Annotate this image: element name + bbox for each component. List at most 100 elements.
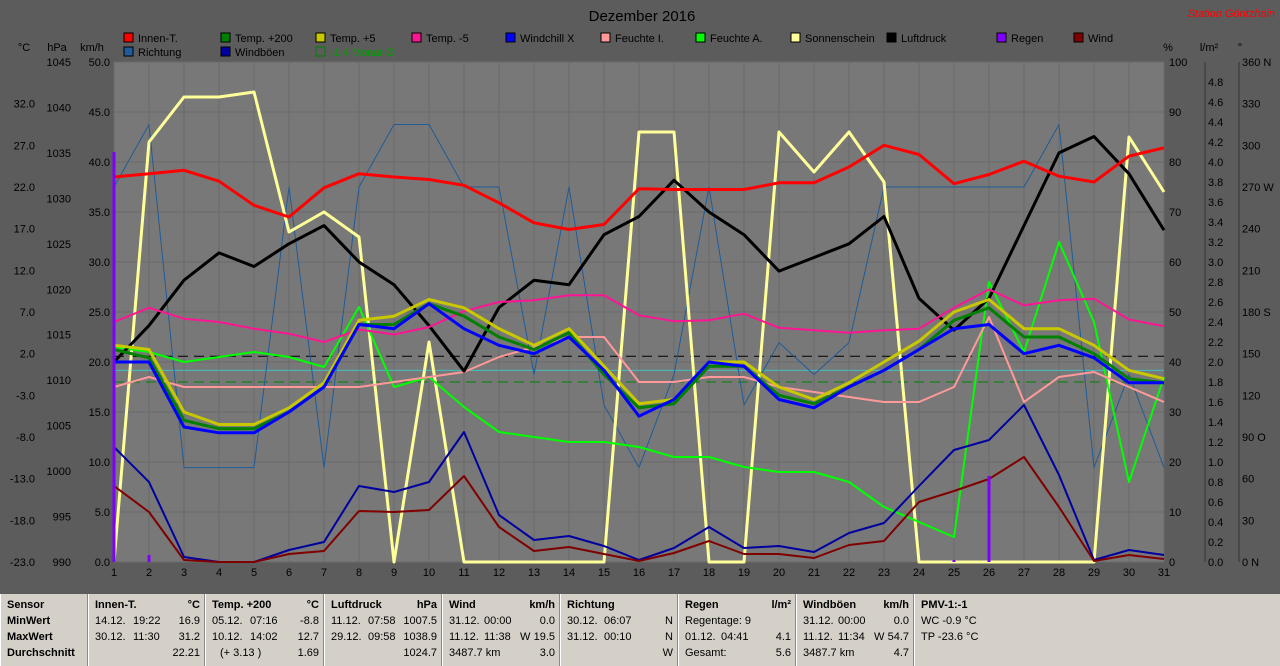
pct-tick-label: 10	[1169, 507, 1181, 519]
day-tick-label: 4	[216, 567, 222, 579]
day-tick-label: 9	[391, 567, 397, 579]
regen-title: Regen	[685, 599, 719, 611]
statistics-panel: Sensor MinWert MaxWert Durchschnitt Inne…	[0, 594, 1280, 666]
legend-label: Innen-T.	[138, 33, 178, 45]
dir-tick-label: 240	[1242, 224, 1260, 236]
regen-total-value: 5.6	[775, 647, 791, 659]
rain-bar	[987, 476, 991, 562]
boeen-min-dir	[874, 613, 886, 629]
series-feuchte-a	[113, 241, 1165, 538]
rain-tick-label: 0.8	[1208, 477, 1223, 489]
pct-axis-unit: %	[1163, 42, 1173, 54]
legend-label: -1.4 Monat-Ø	[330, 47, 395, 59]
stats-boeen: Windböen km/h 31.12. 00:00 0.0 11.12. 11:34 W…	[796, 594, 914, 666]
rain-tick-label: 2.4	[1208, 317, 1223, 329]
temp-tick-label: 7.0	[20, 307, 35, 319]
druck-min-time: 07:58	[368, 615, 396, 627]
richtung-max-value: N	[665, 631, 673, 643]
kmh-tick-label: 30.0	[89, 257, 110, 269]
druck-min-value: 1007.5	[403, 615, 437, 627]
legend-swatch	[600, 32, 611, 43]
day-tick-label: 29	[1088, 567, 1100, 579]
legend-swatch	[411, 32, 422, 43]
rain-tick-label: 1.6	[1208, 397, 1223, 409]
wind-avg-extra: 3487.7 km	[449, 647, 501, 659]
legend-label: Temp. +200	[235, 33, 293, 45]
dir-tick-label: 90 O	[1242, 432, 1266, 444]
kmh-tick-label: 10.0	[89, 457, 110, 469]
wind-max-date: 11.12.	[449, 631, 479, 643]
stats-pmv: PMV-1:-1 WC -0.9 °C TP -23.6 °C	[914, 594, 1280, 666]
innen-max-value: 31.2	[178, 631, 200, 643]
dir-tick-label: 210	[1242, 265, 1260, 277]
regen-max-date: 01.12.	[685, 631, 716, 643]
pct-tick-label: 60	[1169, 257, 1181, 269]
dir-tick-label: 330	[1242, 99, 1260, 111]
boeen-title: Windböen	[803, 599, 857, 611]
wind-unit: km/h	[529, 599, 555, 611]
temp-min-time: 07:16	[250, 615, 278, 627]
innen-min-time: 19:22	[133, 615, 161, 627]
temp-tick-label: -8.0	[16, 432, 35, 444]
day-tick-label: 14	[563, 567, 575, 579]
hpa-axis-unit: hPa	[47, 42, 67, 54]
temp-tick-label: -3.0	[16, 390, 35, 402]
kmh-axis-unit: km/h	[80, 42, 104, 54]
wind-min-time: 00:00	[484, 615, 512, 627]
boeen-max-time: 11:34	[838, 631, 865, 643]
rain-tick-label: 4.6	[1208, 97, 1223, 109]
rain-tick-label: 4.0	[1208, 157, 1223, 169]
day-tick-label: 27	[1018, 567, 1030, 579]
dir-tick-label: 30	[1242, 515, 1254, 527]
hpa-tick-label: 1000	[47, 466, 71, 478]
rain-tick-label: 1.8	[1208, 377, 1223, 389]
stats-richtung: Richtung 30.12. 06:07 N 31.12. 00:10 N W	[560, 594, 678, 666]
rain-tick-label: 2.0	[1208, 357, 1223, 369]
temp-tick-label: 32.0	[14, 99, 35, 111]
dir-axis-unit: °	[1238, 42, 1242, 54]
kmh-tick-label: 0.0	[95, 557, 110, 569]
boeen-avg-value: 4.7	[893, 647, 909, 659]
rain-tick-label: 4.4	[1208, 117, 1223, 129]
regen-days: Regentage: 9	[685, 615, 752, 627]
stats-wind: Wind km/h 31.12. 00:00 0.0 11.12. 11:38 W 19.5…	[442, 594, 560, 666]
legend-label: Feuchte I.	[615, 33, 664, 45]
pct-tick-label: 90	[1169, 107, 1181, 119]
wind-avg-value: 3.0	[539, 647, 555, 659]
druck-avg-value: 1024.7	[403, 647, 437, 659]
richtung-avg-value: W	[662, 647, 673, 659]
stats-label-min: MinWert	[7, 615, 51, 627]
day-tick-label: 30	[1123, 567, 1135, 579]
legend: Innen-T. Richtung Temp. +200 Windböen Temp. …	[123, 32, 1113, 59]
temp-max-time: 14:02	[250, 631, 278, 643]
legend-label: Richtung	[138, 47, 181, 59]
stats-innen: Innen-T. °C 14.12. 19:22 16.9 30.12. 11:30 31…	[88, 594, 205, 666]
druck-title: Luftdruck	[331, 599, 382, 611]
legend-swatch	[996, 32, 1007, 43]
druck-unit: hPa	[416, 599, 437, 611]
pct-tick-label: 50	[1169, 307, 1181, 319]
dir-tick-label: 180 S	[1242, 307, 1271, 319]
kmh-tick-label: 5.0	[95, 507, 110, 519]
rain-tick-label: 0.0	[1208, 557, 1223, 569]
day-tick-label: 23	[878, 567, 890, 579]
rain-tick-label: 0.4	[1208, 517, 1223, 529]
day-tick-label: 1	[111, 567, 117, 579]
series-temp-5	[113, 288, 1165, 343]
regen-total-label: Gesamt:	[685, 647, 727, 659]
boeen-min-time: 00:00	[838, 615, 866, 627]
temp-axis: -23.0 -18.0 -13.0 -8.0 -3.0 2.0 7.0 12.0 17.0 22.…	[10, 99, 35, 569]
chart-title: Dezember 2016	[589, 8, 696, 25]
series-lines	[112, 90, 1166, 564]
hpa-tick-label: 1015	[47, 330, 71, 342]
dir-tick-label: 150	[1242, 349, 1260, 361]
temp-tick-label: -13.0	[10, 474, 35, 486]
rain-tick-label: 3.8	[1208, 177, 1223, 189]
wind-max-time: 11:38	[484, 631, 511, 643]
day-tick-label: 16	[633, 567, 645, 579]
hpa-tick-label: 1010	[47, 375, 71, 387]
series-richtung	[113, 124, 1165, 469]
series-temp-5	[113, 298, 1165, 426]
legend-label: Wind	[1088, 33, 1113, 45]
day-tick-label: 13	[528, 567, 540, 579]
